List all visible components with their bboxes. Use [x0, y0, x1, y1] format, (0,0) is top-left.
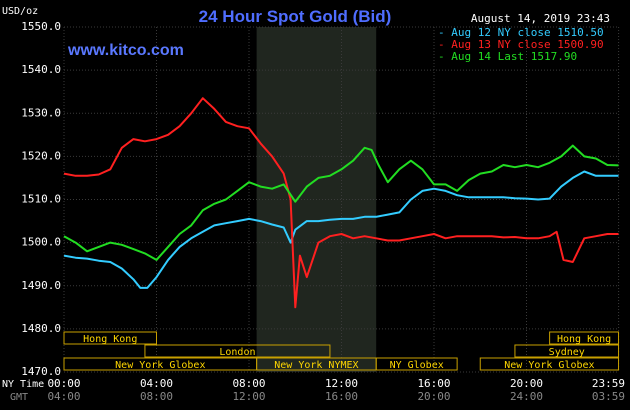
x-tick-label-gmt: 20:00: [417, 390, 450, 403]
y-tick-label: 1540.0: [21, 63, 61, 76]
x-tick-label-gmt: 04:00: [47, 390, 80, 403]
y-tick-label: 1530.0: [21, 106, 61, 119]
watermark: www.kitco.com: [67, 42, 184, 59]
session-box: [479, 357, 620, 371]
series-line-1: [63, 170, 619, 289]
y-tick-label: 1480.0: [21, 322, 61, 335]
session-box: [375, 357, 458, 371]
x-tick-label-gmt: 16:00: [325, 390, 358, 403]
x-tick-label-gmt: 12:00: [232, 390, 265, 403]
legend-entry-2: - Aug 13 NY close 1500.90: [438, 38, 604, 51]
x-tick-label-ny: 23:59: [592, 377, 625, 390]
chart-title: 24 Hour Spot Gold (Bid): [199, 7, 392, 26]
session-label: New York Globex: [504, 360, 594, 371]
axes: 1550.0 1540.0 1530.0 1520.0 1510.0 1500.0 1490…: [21, 20, 625, 403]
session-label: Hong Kong: [557, 334, 611, 345]
y-tick-label: 1510.0: [21, 193, 61, 206]
trading-sessions: Hong Kong Hong Kong London Sydney New York G…: [63, 331, 620, 371]
session-label: New York Globex: [115, 360, 205, 371]
session-label: New York NYMEX: [274, 360, 358, 371]
y-tick-label: 1520.0: [21, 149, 61, 162]
chart-grid: [63, 26, 620, 373]
series-line-2: [63, 97, 619, 309]
chart-legend: - Aug 12 NY close 1510.50- Aug 13 NY clo…: [438, 26, 604, 63]
series-line-3: [63, 144, 619, 261]
y-tick-label: 1500.0: [21, 236, 61, 249]
legend-entry-3: - Aug 14 Last 1517.90: [438, 50, 577, 63]
session-label: Sydney: [549, 347, 585, 358]
x-tick-label-ny: 12:00: [325, 377, 358, 390]
x-axis-label-ny: NY Time: [2, 379, 44, 390]
x-tick-label-gmt: 08:00: [140, 390, 173, 403]
x-axis-label-gmt: GMT: [10, 392, 28, 403]
session-label: London: [219, 347, 255, 358]
session-label: Hong Kong: [83, 334, 137, 345]
y-tick-label: 1550.0: [21, 20, 61, 33]
session-box: [549, 331, 620, 345]
chart-timestamp: August 14, 2019 23:43: [471, 12, 610, 25]
x-tick-label-gmt: 24:00: [510, 390, 543, 403]
session-label: NY Globex: [390, 360, 444, 371]
session-box: [514, 344, 620, 358]
x-tick-label-ny: 04:00: [140, 377, 173, 390]
x-tick-label-ny: 00:00: [47, 377, 80, 390]
y-tick-label: 1490.0: [21, 279, 61, 292]
y-tick-label: 1470.0: [21, 365, 61, 378]
legend-entry-1: - Aug 12 NY close 1510.50: [438, 26, 604, 39]
x-tick-label-ny: 16:00: [417, 377, 450, 390]
session-box: [63, 331, 157, 345]
x-tick-label-ny: 20:00: [510, 377, 543, 390]
x-tick-label-ny: 08:00: [232, 377, 265, 390]
y-axis-label: USD/oz: [2, 6, 38, 17]
price-series-layer: [63, 97, 619, 309]
x-tick-label-gmt: 03:59: [592, 390, 625, 403]
session-box: [144, 344, 331, 358]
